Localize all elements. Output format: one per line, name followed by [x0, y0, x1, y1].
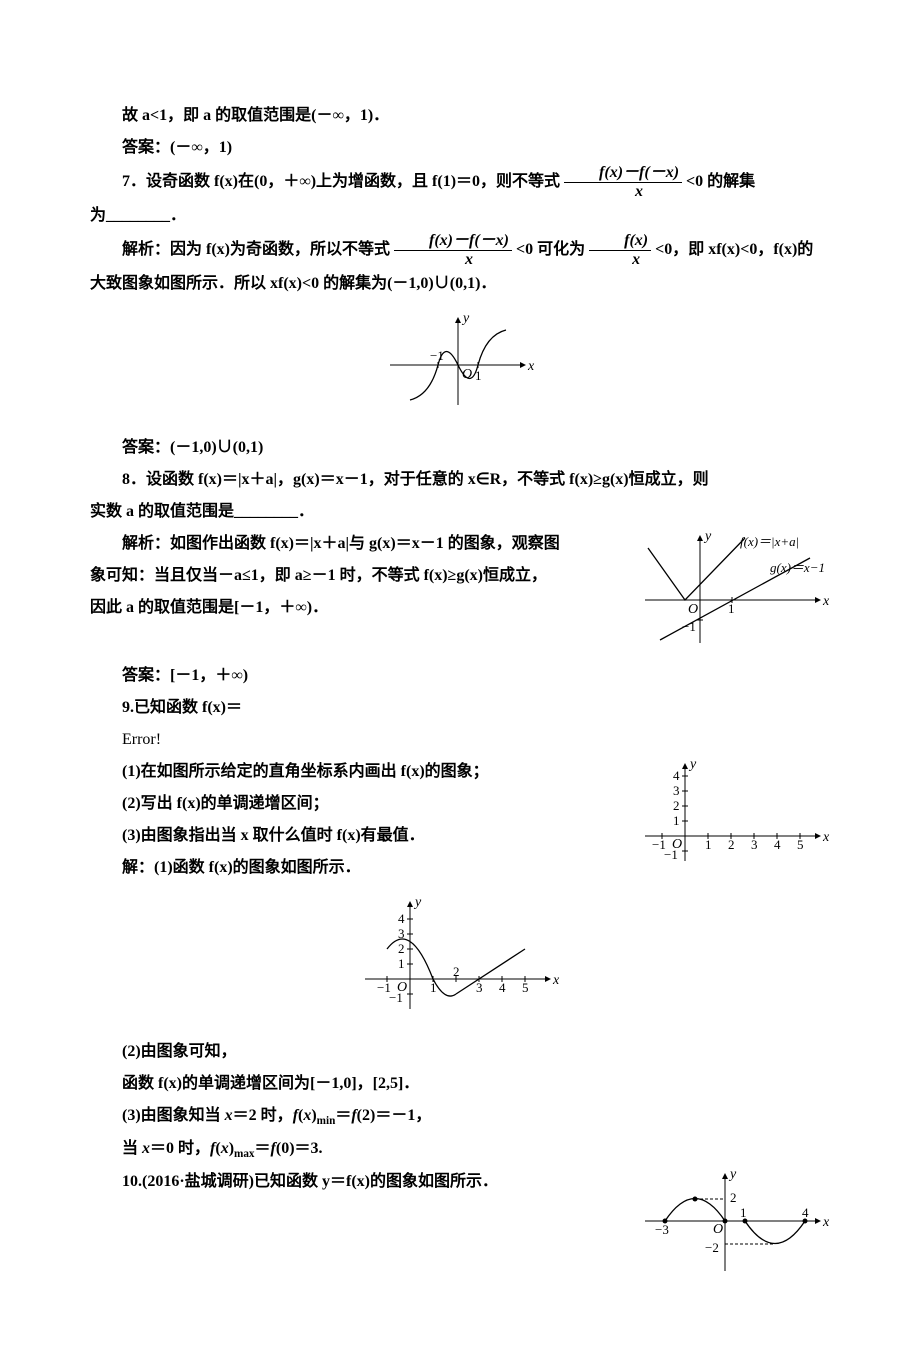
svg-text:−1: −1	[389, 990, 403, 1005]
svg-text:1: 1	[398, 956, 405, 971]
svg-text:3: 3	[751, 837, 758, 852]
question-8: 8．设函数 f(x)＝|x＋a|，g(x)＝x－1，对于任意的 x∈R，不等式 …	[90, 464, 830, 496]
x-axis-label: x	[822, 594, 830, 609]
numerator: f(x)－f(－x)	[564, 164, 682, 183]
numerator: f(x)－f(－x)	[394, 232, 512, 251]
fraction: f(x)－f(－x) x	[564, 164, 682, 200]
tick-1: 1	[740, 1205, 747, 1220]
svg-text:2: 2	[728, 837, 735, 852]
fx-label: f(x)＝|x+a|	[740, 534, 799, 549]
tick-neg1: −1	[682, 619, 696, 634]
tick-1: 1	[728, 601, 735, 616]
tick-neg1: −1	[430, 348, 444, 363]
svg-text:4: 4	[398, 911, 405, 926]
svg-text:3: 3	[398, 926, 405, 941]
origin-label: O	[688, 602, 698, 617]
tick-neg3: −3	[655, 1222, 669, 1237]
svg-text:1: 1	[673, 813, 680, 828]
q9-axes-graph: x y O −1 1 2 3 4 5 1 2 3 4 −1	[640, 756, 830, 866]
y-axis-label: y	[413, 895, 422, 910]
tick-2: 2	[730, 1190, 737, 1205]
svg-text:2: 2	[453, 964, 460, 979]
y-axis-label: y	[461, 311, 470, 326]
text: <0 可化为	[516, 241, 585, 258]
question-7-cont: 为________．	[90, 200, 830, 232]
figure-q9-axes: x y O −1 1 2 3 4 5 1 2 3 4 −1	[640, 756, 830, 878]
svg-text:3: 3	[476, 980, 483, 995]
q9-sol2: (2)由图象可知，	[90, 1036, 830, 1068]
y-axis-label: y	[688, 757, 697, 772]
y-ticks: 1 2 3 4 −1	[389, 911, 413, 1005]
q7-answer: 答案：(－1,0)∪(0,1)	[90, 432, 830, 464]
svg-text:1: 1	[705, 837, 712, 852]
paragraph: 故 a<1，即 a 的取值范围是(－∞，1)．	[90, 100, 830, 132]
q10-graph: x y O 2 −2 −3 1 4	[640, 1166, 830, 1276]
text: <0 的解集	[686, 173, 755, 190]
fraction: f(x) x	[589, 232, 651, 268]
gx-label: g(x)＝x−1	[770, 560, 825, 575]
tick-1: 1	[475, 368, 482, 383]
q9-sol3b: 当 x＝0 时，f(x)max＝f(0)＝3.	[90, 1133, 830, 1166]
x-axis-label: x	[527, 359, 535, 374]
question-7: 7．设奇函数 f(x)在(0，＋∞)上为增函数，且 f(1)＝0，则不等式 f(…	[90, 164, 830, 200]
numerator: f(x)	[589, 232, 651, 251]
x-axis-label: x	[822, 830, 830, 845]
y-ticks: 1 2 3 4 −1	[664, 768, 688, 862]
q7-graph: x y O −1 1	[380, 310, 540, 410]
svg-text:3: 3	[673, 783, 680, 798]
x-axis-label: x	[552, 973, 560, 988]
text: 7．设奇函数 f(x)在(0，＋∞)上为增函数，且 f(1)＝0，则不等式	[122, 173, 560, 190]
fraction: f(x)－f(－x) x	[394, 232, 512, 268]
svg-text:4: 4	[774, 837, 781, 852]
origin-label: O	[713, 1222, 723, 1237]
figure-q10: x y O 2 −2 −3 1 4	[640, 1166, 830, 1288]
figure-q9-solution: x y O −1 1 2 3 4 5 1 2 3 4 −1	[90, 894, 830, 1026]
svg-text:5: 5	[522, 980, 529, 995]
question-9: 9.已知函数 f(x)＝	[90, 692, 830, 724]
q8-graph: x y O f(x)＝|x+a| g(x)＝x−1 1 −1	[640, 528, 830, 648]
error-text: Error!	[90, 724, 830, 756]
svg-text:2: 2	[398, 941, 405, 956]
figure-q8: x y O f(x)＝|x+a| g(x)＝x−1 1 −1	[640, 528, 830, 660]
figure-q7: x y O −1 1	[90, 310, 830, 422]
q7-analysis: 解析：因为 f(x)为奇函数，所以不等式 f(x)－f(－x) x <0 可化为…	[90, 232, 830, 268]
denominator: x	[589, 251, 651, 269]
tick-4: 4	[802, 1205, 809, 1220]
svg-text:1: 1	[430, 980, 437, 995]
svg-text:2: 2	[673, 798, 680, 813]
q8-answer: 答案：[－1，＋∞)	[90, 660, 830, 692]
svg-text:4: 4	[499, 980, 506, 995]
text: <0，即 xf(x)<0，f(x)的	[655, 241, 813, 258]
svg-text:−1: −1	[664, 847, 678, 862]
svg-text:5: 5	[797, 837, 804, 852]
y-axis-label: y	[703, 529, 712, 544]
tick-neg2: −2	[705, 1240, 719, 1255]
text: (3)由图象知当 x＝2 时，f(x)min＝f(2)＝－1，	[122, 1107, 431, 1124]
denominator: x	[394, 251, 512, 269]
answer-line: 答案：(－∞，1)	[90, 132, 830, 164]
q9-sol2b: 函数 f(x)的单调递增区间为[－1,0]，[2,5]．	[90, 1068, 830, 1100]
q9-sol-graph: x y O −1 1 2 3 4 5 1 2 3 4 −1	[360, 894, 560, 1014]
svg-text:4: 4	[673, 768, 680, 783]
text: 当 x＝0 时，f(x)max＝f(0)＝3.	[122, 1140, 323, 1157]
question-8-cont: 实数 a 的取值范围是________．	[90, 496, 830, 528]
q9-sol3a: (3)由图象知当 x＝2 时，f(x)min＝f(2)＝－1，	[90, 1100, 830, 1133]
denominator: x	[564, 183, 682, 201]
q7-analysis-cont: 大致图象如图所示．所以 xf(x)<0 的解集为(－1,0)∪(0,1)．	[90, 268, 830, 300]
text: 解析：因为 f(x)为奇函数，所以不等式	[122, 241, 390, 258]
x-axis-label: x	[822, 1215, 830, 1230]
y-axis-label: y	[728, 1167, 737, 1182]
